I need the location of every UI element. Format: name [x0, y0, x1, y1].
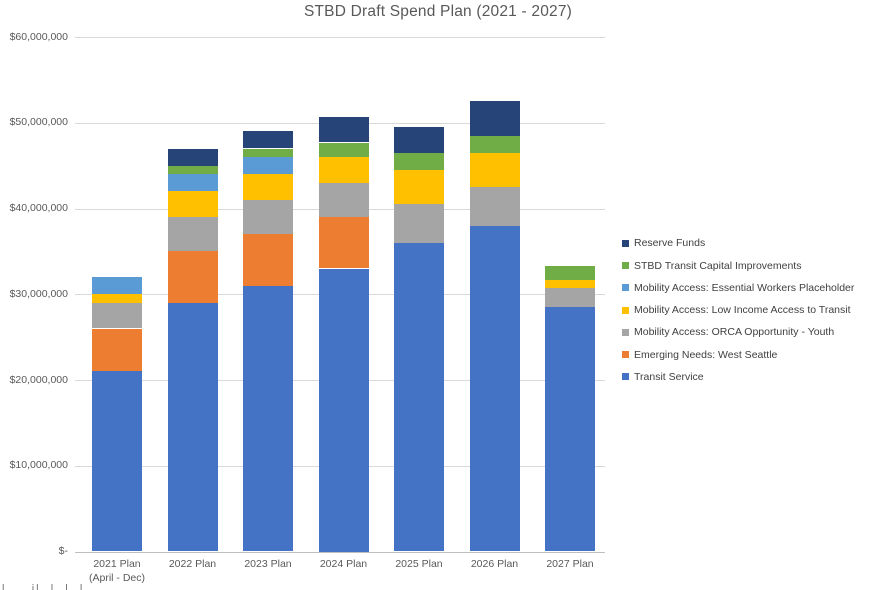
bar-segment-2023-plan-mobility-access-orca-opportunity-youth — [243, 199, 293, 235]
legend-label: STBD Transit Capital Improvements — [634, 259, 802, 272]
legend-swatch-reserve-funds — [622, 239, 629, 247]
bar-segment-2023-plan-reserve-funds — [243, 131, 293, 149]
x-axis-line — [75, 551, 605, 553]
bar-segment-2024-plan-reserve-funds — [318, 116, 369, 143]
legend-swatch-transit-service — [622, 373, 629, 381]
x-axis-tick-label: 2023 Plan — [244, 558, 292, 570]
legend-swatch-stbd-transit-capital-improvements — [622, 262, 629, 269]
x-axis-tick-sublabel: (April - Dec) — [88, 572, 145, 584]
bar-segment-2027-plan-transit-service — [545, 307, 595, 552]
bar-segment-2025-plan-reserve-funds — [394, 127, 444, 153]
bar-segment-2025-plan-mobility-access-low-income-access-to-transit — [394, 169, 444, 205]
y-axis-tick-label: $50,000,000 — [9, 116, 68, 129]
bar-segment-2023-plan-emerging-needs-west-seattle — [243, 234, 293, 286]
x-axis-tick-label: 2024 Plan — [319, 558, 368, 570]
legend-item-mobility-access-orca-opportunity-youth: Mobility Access: ORCA Opportunity - Yout… — [622, 325, 834, 339]
bar-segment-2022-plan-mobility-access-essential-workers-placeholder — [167, 174, 218, 192]
bar-segment-2023-plan-transit-service — [243, 285, 293, 552]
legend-item-transit-service: Transit Service — [622, 370, 704, 384]
chart-title: STBD Draft Spend Plan (2021 - 2027) — [303, 3, 573, 20]
bar-segment-2021-plan-mobility-access-essential-workers-placeholder — [92, 277, 142, 295]
bar-segment-2025-plan-transit-service — [394, 242, 444, 552]
bar-segment-2022-plan-emerging-needs-west-seattle — [167, 251, 218, 303]
bar-segment-2026-plan-reserve-funds — [469, 101, 520, 136]
y-gridline — [75, 37, 605, 38]
legend-item-mobility-access-low-income-access-to-transit: Mobility Access: Low Income Access to Tr… — [622, 303, 851, 317]
bar-segment-2022-plan-stbd-transit-capital-improvements — [167, 165, 218, 175]
bar-segment-2021-plan-transit-service — [92, 371, 142, 552]
bar-segment-2021-plan-emerging-needs-west-seattle — [92, 328, 142, 372]
bar-segment-2024-plan-transit-service — [318, 268, 369, 552]
bar-segment-2024-plan-mobility-access-orca-opportunity-youth — [318, 182, 369, 218]
bar-segment-2027-plan-stbd-transit-capital-improvements — [545, 266, 595, 280]
legend-swatch-mobility-access-orca-opportunity-youth — [622, 328, 629, 336]
y-axis-tick-label: $20,000,000 — [9, 373, 68, 386]
bar-segment-2022-plan-reserve-funds — [167, 148, 218, 166]
x-axis-tick-label: 2027 Plan — [546, 558, 594, 570]
bar-segment-2022-plan-mobility-access-orca-opportunity-youth — [167, 217, 218, 252]
y-axis-tick-label: $- — [58, 545, 68, 557]
bar-segment-2025-plan-mobility-access-orca-opportunity-youth — [394, 204, 444, 243]
bar-segment-2026-plan-mobility-access-orca-opportunity-youth — [469, 187, 520, 226]
bar-segment-2026-plan-stbd-transit-capital-improvements — [469, 135, 520, 153]
legend-item-reserve-funds: Reserve Funds — [622, 236, 705, 250]
bar-segment-2027-plan-mobility-access-orca-opportunity-youth — [545, 288, 595, 308]
legend-label: Transit Service — [634, 370, 704, 383]
y-axis-tick-label: $40,000,000 — [9, 202, 68, 214]
bar-segment-2022-plan-mobility-access-low-income-access-to-transit — [167, 191, 218, 218]
bar-segment-2024-plan-mobility-access-low-income-access-to-transit — [318, 157, 369, 183]
bar-segment-2023-plan-stbd-transit-capital-improvements — [243, 148, 293, 158]
legend-swatch-mobility-access-essential-workers-placeholder — [622, 284, 629, 292]
legend-label: Mobility Access: Low Income Access to Tr… — [634, 304, 851, 316]
legend-label: Reserve Funds — [634, 237, 706, 250]
bar-segment-2023-plan-mobility-access-low-income-access-to-transit — [243, 174, 293, 200]
cropped-text-fragment: l. . .il .l. l .l — [2, 583, 85, 590]
y-axis-tick-label: $60,000,000 — [9, 30, 68, 43]
bar-segment-2026-plan-transit-service — [469, 225, 520, 552]
bar-segment-2024-plan-emerging-needs-west-seattle — [318, 217, 369, 269]
legend-item-stbd-transit-capital-improvements: STBD Transit Capital Improvements — [622, 259, 801, 273]
legend-swatch-mobility-access-low-income-access-to-transit — [622, 306, 629, 314]
x-axis-tick-label: 2021 Plan — [93, 558, 141, 570]
x-axis-tick-label: 2022 Plan — [168, 558, 217, 570]
x-axis-tick-label: 2025 Plan — [395, 558, 443, 570]
bar-segment-2024-plan-stbd-transit-capital-improvements — [318, 142, 369, 158]
bar-segment-2021-plan-mobility-access-low-income-access-to-transit — [92, 294, 142, 303]
bar-segment-2025-plan-stbd-transit-capital-improvements — [394, 152, 444, 170]
bar-segment-2021-plan-mobility-access-orca-opportunity-youth — [92, 302, 142, 329]
legend-label: Mobility Access: Essential Workers Place… — [634, 281, 855, 294]
legend-swatch-emerging-needs-west-seattle — [622, 351, 629, 358]
y-axis-tick-label: $10,000,000 — [9, 459, 68, 472]
legend-label: Emerging Needs: West Seattle — [634, 348, 778, 361]
bar-segment-2023-plan-mobility-access-essential-workers-placeholder — [243, 157, 293, 175]
legend-item-mobility-access-essential-workers-placeholder: Mobility Access: Essential Workers Place… — [622, 281, 854, 295]
legend-label: Mobility Access: ORCA Opportunity - Yout… — [634, 326, 835, 339]
legend-item-emerging-needs-west-seattle: Emerging Needs: West Seattle — [622, 348, 777, 362]
bar-segment-2027-plan-mobility-access-low-income-access-to-transit — [545, 279, 595, 289]
x-axis-tick-label: 2026 Plan — [470, 558, 519, 570]
bar-segment-2022-plan-transit-service — [167, 302, 218, 552]
y-axis-tick-label: $30,000,000 — [9, 287, 68, 300]
bar-segment-2026-plan-mobility-access-low-income-access-to-transit — [469, 152, 520, 188]
